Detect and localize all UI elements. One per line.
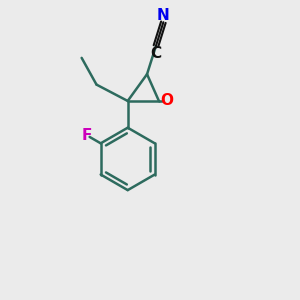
Text: C: C: [150, 46, 161, 61]
Text: O: O: [161, 94, 174, 109]
Text: F: F: [81, 128, 92, 142]
Text: N: N: [157, 8, 170, 23]
